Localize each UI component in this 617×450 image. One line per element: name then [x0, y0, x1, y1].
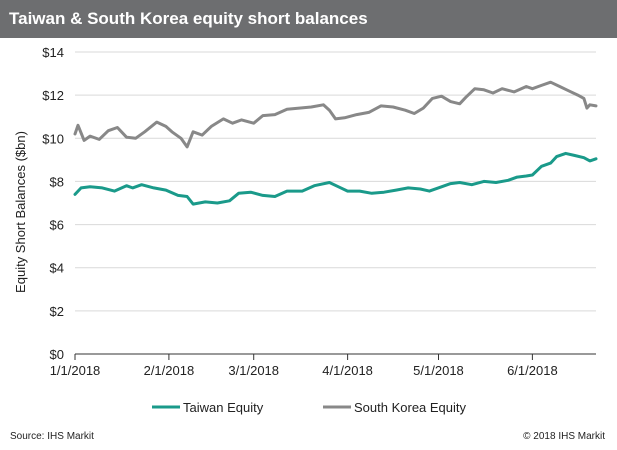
- series-line-south-korea-equity: [73, 80, 598, 149]
- y-axis-title: Equity Short Balances ($bn): [13, 131, 28, 293]
- x-tick-label: 6/1/2018: [507, 363, 558, 378]
- y-tick-label: $10: [42, 131, 64, 146]
- legend: Taiwan Equity South Korea Equity: [152, 400, 467, 415]
- x-tick-label: 3/1/2018: [228, 363, 279, 378]
- y-tick-label: $14: [42, 45, 64, 60]
- y-tick-label: $0: [50, 347, 64, 362]
- x-tick-label: 5/1/2018: [413, 363, 464, 378]
- y-axis-ticks: $0 $2 $4 $6 $8 $10 $12 $14: [42, 45, 64, 362]
- source-note: Source: IHS Markit: [10, 431, 94, 442]
- grid-lines: [75, 51, 596, 312]
- y-tick-label: $12: [42, 88, 64, 103]
- x-tick-label: 4/1/2018: [322, 363, 373, 378]
- y-tick-label: $8: [50, 174, 64, 189]
- title-bar: Taiwan & South Korea equity short balanc…: [0, 0, 617, 38]
- series-line-taiwan-equity: [73, 151, 598, 206]
- x-tick-label: 1/1/2018: [50, 363, 101, 378]
- legend-label: Taiwan Equity: [183, 400, 264, 415]
- legend-label: South Korea Equity: [354, 400, 467, 415]
- x-tick-label: 2/1/2018: [144, 363, 195, 378]
- chart-title: Taiwan & South Korea equity short balanc…: [9, 9, 368, 28]
- x-axis-ticks: 1/1/2018 2/1/2018 3/1/2018 4/1/2018 5/1/2018…: [50, 354, 558, 378]
- series-lines: [73, 80, 598, 206]
- copyright-note: © 2018 IHS Markit: [523, 431, 605, 442]
- y-tick-label: $4: [50, 261, 64, 276]
- y-tick-label: $6: [50, 218, 64, 233]
- y-tick-label: $2: [50, 304, 64, 319]
